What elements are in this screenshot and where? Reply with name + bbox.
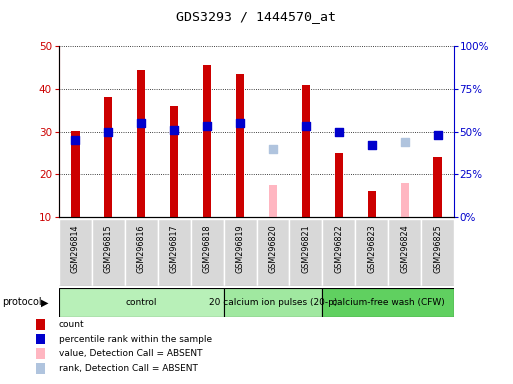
Text: control: control [126, 298, 157, 307]
Bar [104, 98, 112, 217]
Text: GSM296817: GSM296817 [170, 224, 179, 273]
Point [433, 132, 442, 138]
Bar [421, 219, 454, 286]
Bar [170, 106, 179, 217]
Text: GSM296822: GSM296822 [334, 224, 343, 273]
Point [170, 127, 179, 133]
Text: GSM296820: GSM296820 [268, 224, 278, 273]
Text: GSM296815: GSM296815 [104, 224, 113, 273]
Point [401, 139, 409, 145]
Text: GDS3293 / 1444570_at: GDS3293 / 1444570_at [176, 10, 337, 23]
Point [71, 137, 80, 143]
Text: ▶: ▶ [41, 297, 49, 308]
Bar [401, 183, 409, 217]
Bar [191, 219, 224, 286]
Bar [334, 153, 343, 217]
Text: 20 calcium ion pulses (20-p): 20 calcium ion pulses (20-p) [209, 298, 337, 307]
Bar [433, 157, 442, 217]
Bar [59, 219, 92, 286]
Text: GSM296825: GSM296825 [433, 224, 442, 273]
Bar [92, 219, 125, 286]
Text: rank, Detection Call = ABSENT: rank, Detection Call = ABSENT [59, 364, 198, 373]
Point [368, 142, 376, 148]
Text: GSM296814: GSM296814 [71, 224, 80, 273]
Bar [322, 219, 355, 286]
Text: GSM296819: GSM296819 [235, 224, 245, 273]
Text: GSM296821: GSM296821 [301, 224, 310, 273]
Text: protocol: protocol [3, 297, 42, 308]
Bar [125, 219, 158, 286]
Text: GSM296816: GSM296816 [137, 224, 146, 273]
Bar [224, 288, 322, 317]
Point [302, 123, 310, 129]
Bar [269, 185, 277, 217]
Bar [158, 219, 191, 286]
Bar [224, 219, 256, 286]
Bar [289, 219, 322, 286]
Text: count: count [59, 320, 85, 329]
Bar [71, 131, 80, 217]
Bar [368, 191, 376, 217]
Bar [137, 70, 145, 217]
Bar [322, 288, 454, 317]
Bar [59, 288, 224, 317]
Point [334, 128, 343, 135]
Text: GSM296823: GSM296823 [367, 224, 376, 273]
Point [137, 120, 145, 126]
Bar [203, 65, 211, 217]
Point [269, 146, 277, 152]
Bar [388, 219, 421, 286]
Text: calcium-free wash (CFW): calcium-free wash (CFW) [332, 298, 445, 307]
Text: percentile rank within the sample: percentile rank within the sample [59, 334, 212, 344]
Text: GSM296818: GSM296818 [203, 224, 212, 273]
Point [104, 128, 112, 135]
Bar [256, 219, 289, 286]
Point [236, 120, 244, 126]
Bar [236, 74, 244, 217]
Text: value, Detection Call = ABSENT: value, Detection Call = ABSENT [59, 349, 203, 358]
Text: GSM296824: GSM296824 [400, 224, 409, 273]
Point [203, 123, 211, 129]
Bar [302, 84, 310, 217]
Bar [355, 219, 388, 286]
